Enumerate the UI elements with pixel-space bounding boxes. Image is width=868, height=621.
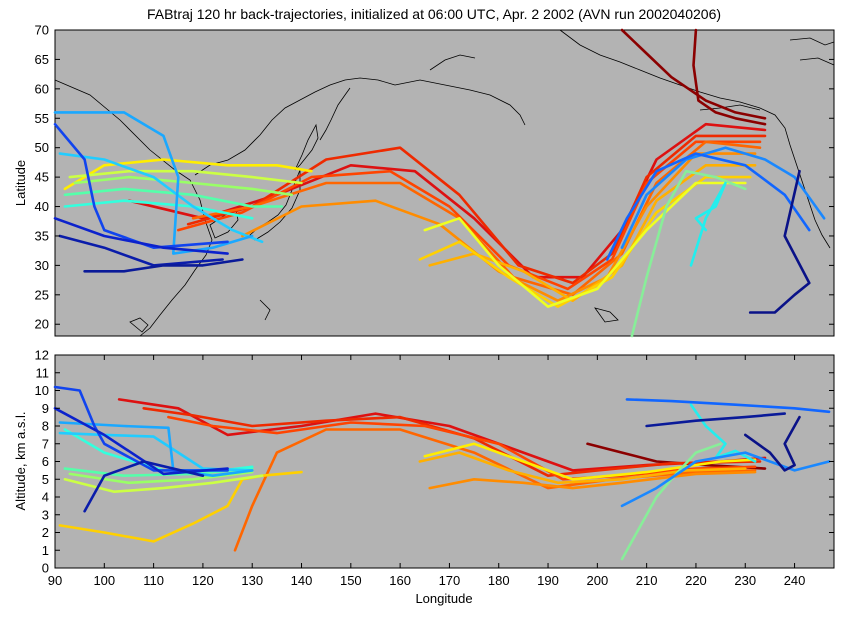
altitude-trajectory-line-16	[58, 421, 254, 477]
altitude-y-tick-label-11: 11	[36, 365, 50, 380]
map-trajectory-line-19	[620, 146, 826, 249]
altitude-y-tick-label-4: 4	[42, 490, 49, 505]
altitude-trajectory-line-20	[53, 407, 229, 476]
map-y-tick-label-1: 25	[35, 287, 49, 302]
map-y-tick-label-2: 30	[35, 258, 49, 273]
altitude-trajectory-line-21	[83, 460, 205, 513]
map-y-tick-label-8: 60	[35, 81, 49, 96]
altitude-y-tick-label-1: 1	[42, 543, 49, 558]
map-trajectory-line-24	[83, 258, 244, 273]
altitude-trajectory-line-10	[68, 470, 254, 485]
x-tick-label-4: 130	[241, 573, 263, 588]
x-tick-label-7: 160	[389, 573, 411, 588]
map-trajectory-line-17	[58, 152, 264, 244]
map-y-tick-label-0: 20	[35, 317, 49, 332]
map-trajectory-line-13	[630, 169, 747, 338]
altitude-trajectory-line-18	[625, 398, 831, 414]
altitude-trajectory-line-5	[428, 470, 757, 490]
altitude-y-tick-label-0: 0	[42, 561, 49, 576]
x-tick-label-13: 220	[685, 573, 707, 588]
map-trajectory-line-3	[186, 134, 767, 285]
map-trajectory-line-7	[428, 164, 757, 302]
altitude-trajectory-line-17	[620, 451, 831, 508]
altitude-y-tick-label-6: 6	[42, 454, 49, 469]
map-trajectory-line-11	[68, 169, 303, 185]
map-y-tick-label-7: 55	[35, 111, 49, 126]
map-trajectory-line-25	[748, 169, 811, 314]
map-trajectory-line-0	[692, 28, 767, 126]
x-axis-label: Longitude	[415, 591, 472, 606]
map-trajectory-line-18	[53, 111, 254, 255]
x-tick-label-11: 200	[586, 573, 608, 588]
altitude-trajectory-line-19	[53, 385, 229, 472]
map-trajectory-line-1	[620, 28, 767, 120]
altitude-y-tick-label-10: 10	[35, 383, 49, 398]
map-trajectory-line-14	[63, 187, 284, 208]
x-tick-label-2: 110	[143, 573, 164, 588]
map-panel: 20 25 30 35 40 45 50 55 60 65 70 Latitude	[13, 23, 835, 338]
map-trajectory-line-9	[63, 158, 313, 191]
map-trajectory-line-22	[53, 217, 229, 255]
x-tick-label-9: 180	[488, 573, 510, 588]
x-tick-label-5: 140	[291, 573, 313, 588]
map-trajectory-line-23	[58, 234, 224, 267]
x-tick-label-12: 210	[636, 573, 658, 588]
altitude-y-tick-label-12: 12	[35, 348, 49, 363]
map-trajectories	[53, 28, 826, 338]
map-trajectory-line-12	[73, 175, 293, 197]
altitude-y-tick-label-3: 3	[42, 507, 49, 522]
x-tick-label-14: 230	[734, 573, 756, 588]
x-tick-label-3: 120	[192, 573, 214, 588]
x-tick-label-15: 240	[784, 573, 806, 588]
map-y-axis-ticks: 20 25 30 35 40 45 50 55 60 65 70	[35, 23, 834, 332]
altitude-trajectory-line-3	[167, 415, 757, 481]
altitude-trajectory-line-22	[645, 412, 786, 428]
x-tick-label-1: 100	[93, 573, 115, 588]
map-y-tick-label-4: 40	[35, 199, 49, 214]
map-y-tick-label-10: 70	[35, 23, 49, 38]
altitude-trajectory-line-23	[744, 415, 801, 472]
map-trajectory-line-6	[241, 152, 757, 302]
altitude-trajectory-line-6	[418, 451, 747, 485]
map-trajectory-line-16	[689, 181, 727, 267]
altitude-trajectory-line-11	[620, 442, 722, 561]
x-tick-label-0: 90	[48, 573, 62, 588]
altitude-y-tick-label-8: 8	[42, 419, 49, 434]
chart-title: FABtraj 120 hr back-trajectories, initia…	[147, 6, 721, 22]
x-tick-label-8: 170	[439, 573, 461, 588]
altitude-y-axis-label: Altitude, km a.s.l.	[13, 412, 28, 511]
altitude-trajectories	[53, 385, 831, 561]
altitude-y-tick-label-7: 7	[42, 436, 49, 451]
map-y-tick-label-9: 65	[35, 52, 49, 67]
altitude-y-tick-label-2: 2	[42, 525, 49, 540]
map-y-tick-label-5: 45	[35, 170, 49, 185]
altitude-trajectory-line-0	[586, 442, 767, 470]
x-tick-label-6: 150	[340, 573, 362, 588]
altitude-y-tick-label-9: 9	[42, 401, 49, 416]
x-tick-label-10: 190	[537, 573, 559, 588]
x-axis-ticks: 90 100 110 120 130 140 150 160 170 180 190 200 210 22…	[48, 355, 806, 588]
map-trajectory-line-20	[605, 152, 811, 261]
map-y-axis-label: Latitude	[13, 160, 28, 206]
map-y-tick-label-6: 50	[35, 140, 49, 155]
altitude-y-tick-label-5: 5	[42, 472, 49, 487]
map-y-tick-label-3: 35	[35, 228, 49, 243]
map-trajectory-line-10	[423, 181, 747, 308]
altitude-trajectory-line-8	[423, 442, 757, 481]
